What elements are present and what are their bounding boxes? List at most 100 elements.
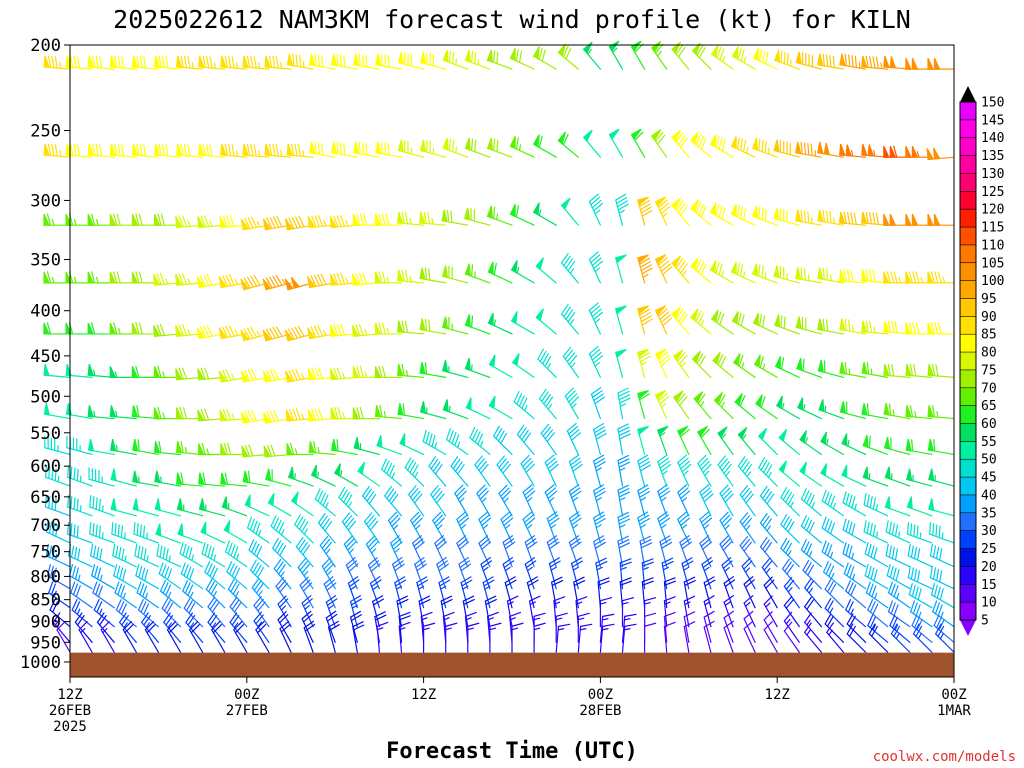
barb-feather (378, 213, 383, 226)
barb-staff (930, 594, 955, 609)
barb-feather (639, 535, 651, 542)
barb-pennant (310, 464, 317, 479)
barb-feather (741, 487, 751, 498)
wind-barb (220, 55, 248, 70)
barb-half-feather (257, 621, 263, 628)
barb-feather (680, 314, 688, 325)
colorbar-segment (960, 173, 976, 192)
barb-feather (593, 484, 605, 492)
barb-half-feather (577, 617, 585, 621)
barb-feather (388, 491, 397, 502)
wind-barb (109, 438, 137, 456)
barb-half-feather (504, 524, 511, 530)
barb-staff (763, 629, 778, 653)
wind-barb (759, 485, 778, 517)
barb-feather (46, 271, 52, 284)
barb-feather (48, 581, 54, 594)
barb-half-feather (829, 607, 834, 614)
barb-feather (638, 457, 650, 465)
barb-pennant (608, 40, 620, 53)
wind-barb (778, 428, 800, 456)
barb-feather (187, 144, 191, 157)
wind-barb (450, 456, 469, 487)
wind-barb (509, 203, 535, 226)
barb-feather (454, 434, 460, 447)
barb-feather (739, 264, 744, 277)
x-tick-label: 2025 (53, 719, 87, 735)
wind-barb (697, 425, 712, 456)
barb-feather (657, 199, 668, 209)
barb-feather (869, 320, 873, 334)
wind-barb (615, 305, 627, 335)
colorbar-segment (960, 191, 976, 210)
barb-feather (182, 580, 189, 592)
barb-feather (721, 487, 731, 497)
barb-pennant (43, 322, 50, 335)
barb-half-feather (642, 566, 649, 571)
barb-feather (320, 273, 327, 286)
barb-feather (915, 604, 921, 617)
barb-feather (639, 203, 651, 211)
wind-barb (709, 260, 734, 284)
barb-feather (719, 535, 729, 545)
barb-feather (723, 595, 735, 603)
wind-barb (352, 406, 380, 420)
barb-half-feather (851, 149, 854, 157)
barb-feather (892, 567, 897, 580)
barb-feather (333, 367, 339, 380)
wind-barb (890, 623, 911, 653)
wind-barb (739, 485, 756, 517)
barb-staff (599, 625, 604, 653)
barb-feather (275, 274, 283, 286)
barb-feather (803, 142, 807, 155)
y-tick-label: 650 (30, 488, 61, 508)
barb-feather (640, 538, 652, 546)
barb-staff (864, 553, 889, 568)
barb-feather (594, 541, 606, 549)
barb-feather (161, 143, 166, 157)
barb-feather (479, 490, 489, 500)
barb-staff (384, 495, 403, 517)
barb-feather (891, 546, 895, 560)
barb-feather (569, 514, 581, 523)
barb-feather (470, 264, 474, 277)
barb-feather (741, 538, 751, 549)
barb-feather (875, 56, 880, 69)
barb-feather (736, 137, 740, 150)
barb-feather (90, 543, 94, 557)
wind-barb (568, 454, 583, 487)
barb-pennant (778, 460, 788, 474)
barb-staff (387, 519, 403, 544)
barb-feather (118, 601, 125, 613)
barb-feather (189, 621, 199, 631)
barb-feather (250, 216, 257, 228)
barb-feather (854, 55, 858, 69)
wind-barb (522, 511, 536, 544)
barb-feather (143, 144, 147, 157)
barb-half-feather (326, 570, 332, 576)
barb-feather (253, 595, 262, 606)
colorbar-label: 45 (981, 471, 997, 486)
barb-feather (619, 577, 632, 583)
wind-barb (109, 143, 137, 158)
barb-pennant (109, 322, 117, 335)
wind-barb (317, 513, 336, 544)
barb-feather (233, 601, 242, 613)
barb-feather (742, 207, 747, 221)
colorbar-segment (960, 530, 976, 549)
wind-barb (723, 576, 736, 609)
barb-feather (436, 493, 445, 504)
barb-feather (547, 460, 558, 470)
barb-half-feather (660, 497, 667, 502)
barb-half-feather (236, 553, 240, 561)
barb-feather (209, 615, 218, 626)
barb-feather (715, 261, 720, 274)
barb-feather (931, 405, 936, 418)
barb-feather (738, 354, 744, 367)
barb-feather (764, 208, 767, 222)
barb-feather (704, 579, 716, 587)
barb-staff (317, 522, 336, 544)
barb-pennant (132, 470, 139, 484)
barb-feather (166, 621, 177, 631)
wind-barb (555, 612, 568, 643)
